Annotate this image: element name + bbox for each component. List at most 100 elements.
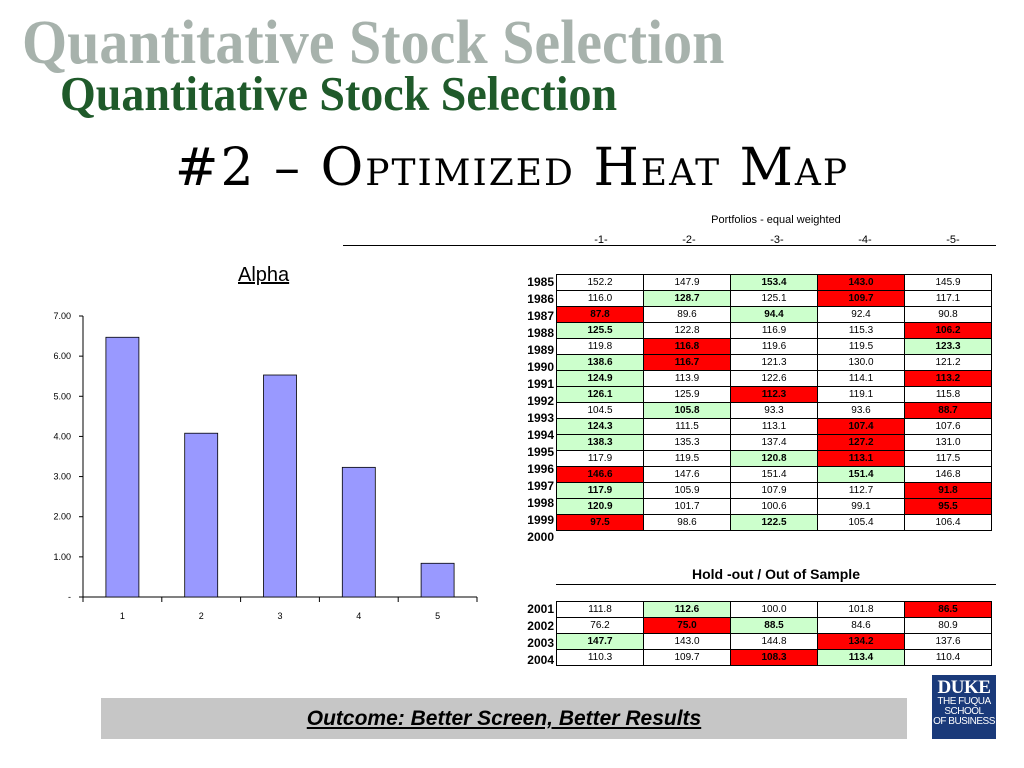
- bar: [420, 562, 455, 598]
- table-cell: 147.6: [643, 466, 731, 483]
- table-cell: 116.9: [730, 322, 818, 339]
- table-row: 117.9 105.9 107.9 112.7 91.8: [556, 482, 992, 499]
- table-cell: 90.8: [904, 306, 992, 323]
- table-cell: 117.5: [904, 450, 992, 467]
- table-cell: 137.4: [730, 434, 818, 451]
- table-cell: 114.1: [817, 370, 905, 387]
- table-cell: 147.9: [643, 274, 731, 291]
- table-row: 126.1 125.9 112.3 119.1 115.8: [556, 386, 992, 403]
- table-row: 97.5 98.6 122.5 105.4 106.4: [556, 514, 992, 531]
- bar: [263, 374, 297, 598]
- table-row: 87.8 89.6 94.4 92.4 90.8: [556, 306, 992, 323]
- best-cell: 138.3: [556, 434, 644, 451]
- best-cell: 123.3: [904, 338, 992, 355]
- table-cell: 125.1: [730, 290, 818, 307]
- table-cell: 92.4: [817, 306, 905, 323]
- worst-cell: 87.8: [556, 306, 644, 323]
- table-row: 124.3 111.5 113.1 107.4 107.6: [556, 418, 992, 435]
- table-row: 76.2 75.0 88.5 84.6 80.9: [556, 617, 992, 634]
- column-header-5: -5-: [946, 234, 960, 246]
- table-cell: 89.6: [643, 306, 731, 323]
- table-cell: 99.1: [817, 498, 905, 515]
- best-cell: 138.6: [556, 354, 644, 371]
- table-cell: 93.3: [730, 402, 818, 419]
- table-cell: 93.6: [817, 402, 905, 419]
- logo-line-business: OF BUSINESS: [933, 716, 995, 727]
- table-cell: 116.0: [556, 290, 644, 307]
- column-header-4: -4-: [858, 234, 872, 246]
- worst-cell: 127.2: [817, 434, 905, 451]
- worst-cell: 134.2: [817, 633, 905, 650]
- table-cell: 144.8: [730, 633, 818, 650]
- best-cell: 122.5: [730, 514, 818, 531]
- table-row: 111.8 112.6 100.0 101.8 86.5: [556, 601, 992, 618]
- table-cell: 131.0: [904, 434, 992, 451]
- table-cell: 98.6: [643, 514, 731, 531]
- worst-cell: 108.3: [730, 649, 818, 666]
- worst-cell: 75.0: [643, 617, 731, 634]
- table-cell: 84.6: [817, 617, 905, 634]
- holdout-heat-table: 111.8 112.6 100.0 101.8 86.5 76.2 75.0 88.5 84.6…: [556, 601, 992, 666]
- table-cell: 119.6: [730, 338, 818, 355]
- table-cell: 117.1: [904, 290, 992, 307]
- year-label: 2001: [527, 602, 554, 616]
- year-label: 2004: [527, 653, 554, 667]
- worst-cell: 116.7: [643, 354, 731, 371]
- table-cell: 152.2: [556, 274, 644, 291]
- table-cell: 119.5: [817, 338, 905, 355]
- table-cell: 151.4: [730, 466, 818, 483]
- table-cell: 100.6: [730, 498, 818, 515]
- slide-subtitle: #2 – Optimized Heat Map: [174, 138, 850, 198]
- header-rule: [343, 245, 996, 246]
- logo-line-fuqua: THE FUQUA: [937, 696, 991, 707]
- table-row: 116.0 128.7 125.1 109.7 117.1: [556, 290, 992, 307]
- year-label: 1992: [527, 394, 554, 408]
- table-row: 138.6 116.7 121.3 130.0 121.2: [556, 354, 992, 371]
- best-cell: 147.7: [556, 633, 644, 650]
- table-cell: 111.5: [643, 418, 731, 435]
- table-cell: 105.9: [643, 482, 731, 499]
- year-label: 1986: [527, 292, 554, 306]
- table-cell: 109.7: [643, 649, 731, 666]
- year-label: 1993: [527, 411, 554, 425]
- y-tick-label: 7.00: [53, 311, 71, 321]
- table-row: 120.9 101.7 100.6 99.1 95.5: [556, 498, 992, 515]
- worst-cell: 88.7: [904, 402, 992, 419]
- table-cell: 117.9: [556, 450, 644, 467]
- year-label: 1985: [527, 275, 554, 289]
- y-tick-label: 2.00: [53, 512, 71, 522]
- bar: [341, 466, 376, 598]
- best-cell: 128.7: [643, 290, 731, 307]
- best-cell: 94.4: [730, 306, 818, 323]
- worst-cell: 97.5: [556, 514, 644, 531]
- table-cell: 107.6: [904, 418, 992, 435]
- table-cell: 106.4: [904, 514, 992, 531]
- alpha-bar-chart: - 1.00 2.00 3.00 4.00 5.00 6.00 7.00 1 2 3 4 5: [53, 311, 478, 621]
- table-cell: 115.8: [904, 386, 992, 403]
- table-cell: 122.8: [643, 322, 731, 339]
- best-cell: 113.4: [817, 649, 905, 666]
- table-cell: 121.3: [730, 354, 818, 371]
- holdout-rule: [556, 584, 996, 585]
- table-cell: 119.8: [556, 338, 644, 355]
- table-cell: 107.9: [730, 482, 818, 499]
- x-tick-label: 2: [199, 611, 204, 621]
- bar: [105, 336, 140, 598]
- best-cell: 125.5: [556, 322, 644, 339]
- worst-cell: 107.4: [817, 418, 905, 435]
- table-cell: 76.2: [556, 617, 644, 634]
- worst-cell: 86.5: [904, 601, 992, 618]
- worst-cell: 95.5: [904, 498, 992, 515]
- table-cell: 112.7: [817, 482, 905, 499]
- table-cell: 145.9: [904, 274, 992, 291]
- table-cell: 101.8: [817, 601, 905, 618]
- table-cell: 111.8: [556, 601, 644, 618]
- table-cell: 122.6: [730, 370, 818, 387]
- table-cell: 115.3: [817, 322, 905, 339]
- worst-cell: 91.8: [904, 482, 992, 499]
- column-header-3: -3-: [770, 234, 784, 246]
- year-label: 1996: [527, 462, 554, 476]
- table-row: 110.3 109.7 108.3 113.4 110.4: [556, 649, 992, 666]
- table-cell: 113.1: [730, 418, 818, 435]
- worst-cell: 113.1: [817, 450, 905, 467]
